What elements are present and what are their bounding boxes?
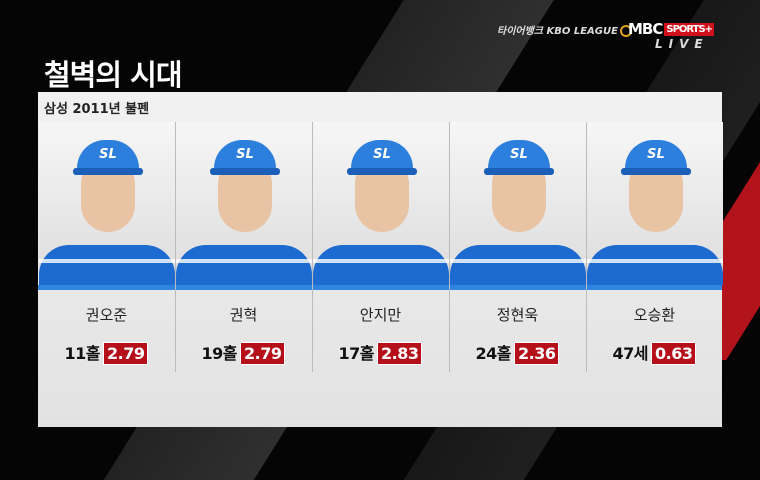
kbo-logo-icon	[619, 25, 632, 37]
record: 47세	[612, 344, 649, 363]
divider	[175, 122, 176, 372]
player-card: SL 정현욱 24홀 2.36	[449, 122, 586, 372]
player-stat: 17홀 2.83	[312, 340, 449, 365]
player-photo: SL	[313, 122, 449, 285]
record: 17홀	[338, 344, 375, 363]
blue-band	[38, 285, 722, 290]
player-card: SL 권오준 11홀 2.79	[38, 122, 175, 372]
player-photo: SL	[450, 122, 586, 285]
record: 19홀	[201, 344, 238, 363]
divider	[586, 122, 587, 372]
network-logo: MBC SPORTS+	[628, 20, 715, 38]
player-card: SL 권혁 19홀 2.79	[175, 122, 312, 372]
player-stat: 24홀 2.36	[449, 340, 586, 365]
graphic-title: 철벽의 시대	[44, 58, 182, 92]
era-badge: 2.83	[377, 342, 423, 365]
live-indicator: LIVE	[655, 37, 709, 51]
era-badge: 2.79	[103, 342, 149, 365]
player-name: 오승환	[633, 306, 676, 324]
player-card: SL 안지만 17홀 2.83	[312, 122, 449, 372]
record: 11홀	[64, 344, 101, 363]
player-card: SL 오승환 47세 0.63	[586, 122, 723, 372]
player-stat: 47세 0.63	[586, 340, 723, 365]
player-photo: SL	[39, 122, 175, 285]
bullpen-panel: 삼성 2011년 불펜 SL 권오준 11홀 2.79 SL 권혁 19홀 2.79 SL 안지만…	[38, 92, 723, 427]
divider	[312, 122, 313, 372]
era-badge: 0.63	[651, 342, 697, 365]
player-photo: SL	[176, 122, 312, 285]
sponsor-logo: 타이어뱅크 KBO LEAGUE	[497, 22, 632, 37]
player-stat: 11홀 2.79	[38, 340, 175, 365]
era-badge: 2.36	[514, 342, 560, 365]
record: 24홀	[475, 344, 512, 363]
player-name: 정현욱	[496, 306, 539, 324]
divider	[449, 122, 450, 372]
player-name: 권오준	[85, 306, 128, 324]
player-name: 권혁	[229, 306, 258, 324]
panel-subtitle: 삼성 2011년 불펜	[44, 102, 150, 117]
player-stat: 19홀 2.79	[175, 340, 312, 365]
player-photo: SL	[587, 122, 723, 285]
era-badge: 2.79	[240, 342, 286, 365]
player-name: 안지만	[359, 306, 402, 324]
